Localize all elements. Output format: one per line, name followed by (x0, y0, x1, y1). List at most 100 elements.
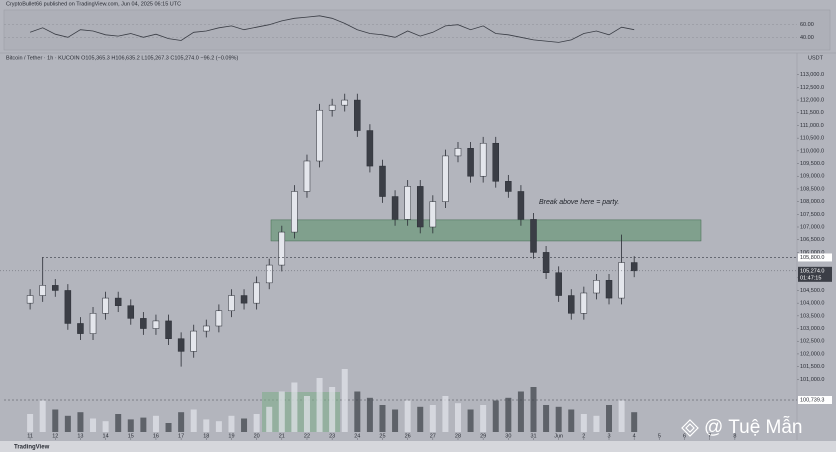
y-tick-label: 107,500.0 (800, 212, 824, 218)
footer-bar (0, 441, 836, 452)
volume-bar (115, 414, 122, 432)
volume-level-tag (798, 396, 832, 404)
candle-body (127, 305, 135, 319)
candle-body (26, 295, 34, 304)
x-tick-label: 31 (530, 433, 536, 439)
x-tick-label: 17 (178, 433, 184, 439)
y-tick-label: 108,500.0 (800, 186, 824, 192)
last-price-tag (798, 266, 832, 282)
volume-highlight (262, 392, 340, 432)
candle-body (479, 142, 487, 177)
candle-body (517, 191, 525, 220)
candle-body (64, 290, 72, 324)
candle-body (165, 320, 172, 339)
candle-body (530, 219, 537, 253)
x-tick-label: 6 (683, 433, 686, 439)
header: CryptoBullet66 published on TradingView.… (6, 1, 181, 7)
x-tick-label: Jun (554, 433, 563, 439)
volume-bar (568, 409, 575, 432)
candle-body (278, 231, 286, 266)
volume-bar (517, 391, 524, 432)
y-tick-label: 104,500.0 (800, 288, 824, 294)
volume-bar (480, 405, 487, 432)
x-tick-label: 20 (254, 433, 260, 439)
volume-bar (530, 387, 537, 432)
candle-body (253, 282, 260, 304)
level-tag (798, 253, 832, 262)
volume-bar (203, 419, 210, 432)
candle-body (114, 297, 122, 306)
resistance-zone (270, 219, 702, 242)
volume-bar (404, 400, 411, 432)
x-tick-label: 15 (128, 433, 134, 439)
volume-level: 100,739.3 (800, 397, 824, 403)
volume-bar (316, 378, 323, 432)
candle-body (630, 262, 638, 272)
x-tick-label: 30 (505, 433, 511, 439)
volume-bar (555, 406, 562, 432)
volume-bar (429, 405, 436, 432)
volume-bar (580, 414, 587, 432)
y-tick-label: 111,500.0 (800, 110, 824, 116)
x-tick-label: 7 (708, 433, 711, 439)
candle-body (505, 181, 512, 192)
x-tick-label: 16 (153, 433, 159, 439)
volume-bar (442, 396, 449, 432)
volume-bar (77, 412, 84, 432)
volume-bar (190, 409, 197, 432)
watermark: @ Tuệ Mẫn (704, 416, 803, 438)
x-tick-label: 8 (733, 433, 736, 439)
volume-bar (341, 369, 348, 432)
x-tick-label: 22 (304, 433, 310, 439)
volume-bar (90, 418, 97, 432)
candle-body (303, 160, 311, 192)
x-tick-label: 13 (77, 433, 83, 439)
candle-body (404, 186, 411, 220)
rsi-tick-label: 40.00 (800, 35, 814, 41)
candle-body (542, 252, 550, 273)
candle-body (379, 165, 386, 197)
volume-bar (228, 415, 235, 432)
y-tick-label: 111,000.0 (800, 123, 824, 129)
x-tick-label: 4 (633, 433, 636, 439)
candle-body (442, 155, 449, 202)
volume-bar (379, 405, 386, 432)
volume-bar (52, 409, 59, 432)
candle-body (316, 109, 323, 162)
volume-bar (152, 415, 159, 432)
candle-body (568, 295, 575, 314)
y-tick-label: 102,000.0 (800, 351, 824, 357)
x-tick-label: 27 (430, 433, 436, 439)
y-tick-label: 106,000.0 (800, 250, 824, 256)
volume-bar (631, 412, 638, 432)
rsi-line (29, 15, 635, 43)
candle-body (39, 285, 46, 296)
candle-body (492, 142, 499, 182)
x-tick-label: 21 (279, 433, 285, 439)
x-tick-label: 3 (607, 433, 610, 439)
candle-body (140, 318, 147, 329)
candle-body (416, 186, 424, 228)
volume-bar (140, 417, 147, 432)
x-tick-label: 24 (354, 433, 360, 439)
candle-body (240, 295, 248, 304)
volume-bar (467, 409, 474, 432)
volume-bar (165, 423, 172, 432)
x-tick-label: 12 (52, 433, 58, 439)
candle-body (354, 99, 361, 131)
x-tick-label: 28 (455, 433, 461, 439)
candle-body (190, 330, 197, 352)
volume-bar (505, 397, 512, 432)
candle-body (203, 325, 210, 332)
y-tick-label: 103,000.0 (800, 326, 824, 332)
candle-body (391, 196, 399, 220)
volume-bar (417, 406, 424, 432)
plot-layer (26, 93, 702, 432)
volume-bar (241, 418, 248, 432)
x-tick-label: 11 (27, 433, 33, 439)
candle-body (215, 310, 223, 327)
x-tick-label: 2 (582, 433, 585, 439)
volume-bar (178, 412, 185, 432)
candle-body (605, 280, 613, 299)
